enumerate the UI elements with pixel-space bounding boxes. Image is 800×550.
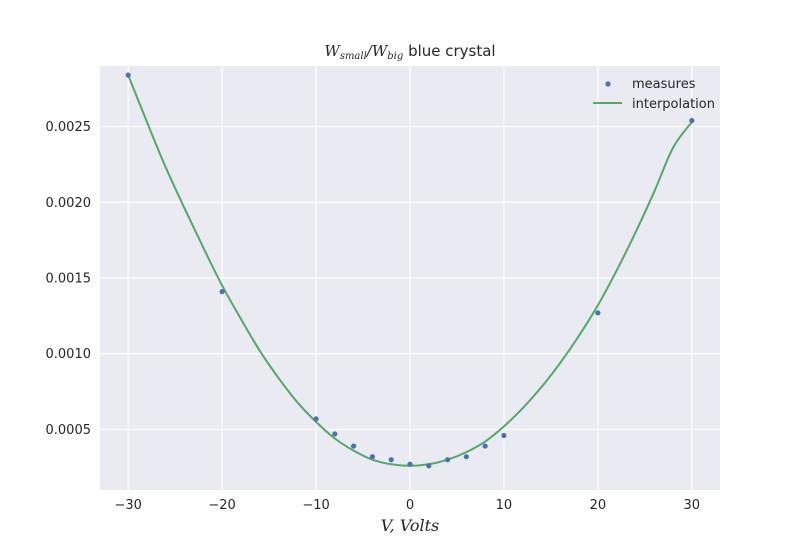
measures-series	[125, 72, 695, 469]
y-tick-label: 0.0020	[46, 196, 92, 211]
measure-point	[689, 117, 695, 124]
measure-point	[351, 443, 357, 449]
title-small-subscript: small	[340, 51, 367, 62]
x-tick-label: 10	[496, 498, 513, 513]
grid	[100, 66, 720, 490]
measure-point	[407, 461, 413, 467]
title-w-big: W	[372, 42, 389, 60]
x-axis: −30 −20 −10 0 10 20 30	[114, 498, 700, 513]
x-tick-label: 30	[684, 498, 701, 513]
title-slash: /	[365, 42, 374, 60]
legend: measures interpolation	[593, 77, 715, 112]
measure-point	[388, 457, 394, 463]
title-big-subscript: big	[387, 51, 403, 62]
y-tick-label: 0.0005	[46, 423, 92, 438]
measure-point	[332, 431, 338, 437]
y-tick-label: 0.0025	[46, 120, 92, 135]
chart-title: Wsmall/Wbig blue crystal	[324, 42, 495, 62]
measure-point	[444, 457, 451, 463]
measure-point	[219, 289, 225, 295]
x-tick-label: 0	[406, 498, 414, 513]
title-rest: blue crystal	[403, 42, 495, 60]
measure-point	[426, 463, 432, 469]
x-tick-label: −30	[114, 498, 141, 513]
x-tick-label: 20	[590, 498, 607, 513]
measure-point	[125, 72, 131, 78]
measure-point	[482, 443, 488, 449]
legend-measures-label: measures	[632, 77, 696, 92]
legend-interpolation-label: interpolation	[632, 97, 715, 112]
x-tick-label: −10	[302, 498, 329, 513]
y-tick-label: 0.0015	[46, 272, 92, 287]
legend-measures-marker	[605, 81, 611, 87]
y-tick-label: 0.0010	[46, 347, 92, 362]
x-axis-label: V, Volts	[381, 516, 439, 535]
measure-point	[501, 432, 507, 439]
y-axis: 0.0005 0.0010 0.0015 0.0020 0.0025	[46, 120, 92, 438]
x-tick-label: −20	[208, 498, 235, 513]
measure-point	[313, 416, 319, 422]
measure-point	[463, 454, 469, 460]
title-w-small: W	[324, 42, 341, 60]
measure-point	[369, 454, 376, 460]
measure-point	[595, 310, 601, 316]
